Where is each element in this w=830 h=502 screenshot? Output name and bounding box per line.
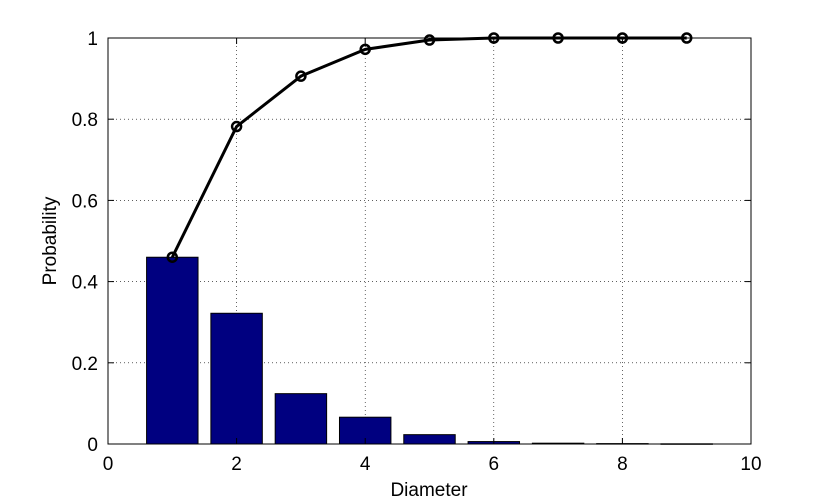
- y-tick-label: 0.6: [72, 191, 98, 212]
- y-axis-label: Probability: [40, 196, 61, 285]
- line-point-marker: [230, 120, 243, 133]
- y-tick-label: 1: [87, 29, 98, 50]
- x-tick-label: 10: [740, 454, 761, 475]
- bar: [146, 256, 199, 445]
- bar: [274, 393, 328, 445]
- y-tick-label: 0.8: [72, 110, 98, 131]
- line-point-marker: [166, 251, 179, 263]
- axis-ticks: 0 2 4 6 8 10 0 0.2 0.4 0.6 0.8 1: [72, 29, 762, 475]
- x-tick-label: 4: [360, 454, 371, 475]
- x-tick-label: 8: [617, 454, 628, 475]
- x-tick-label: 0: [103, 454, 114, 475]
- plot-frame: [107, 37, 752, 445]
- line-point-marker: [423, 34, 436, 46]
- line-point-marker: [359, 43, 371, 56]
- x-tick-label: 6: [489, 454, 500, 475]
- bar: [403, 434, 456, 445]
- y-tick-label: 0.2: [72, 354, 98, 375]
- line-point-marker: [295, 70, 307, 82]
- bar: [210, 312, 263, 445]
- y-tick-label: 0: [87, 435, 98, 456]
- x-axis-label: Diameter: [390, 480, 468, 501]
- x-tick-label: 2: [231, 454, 242, 475]
- y-tick-label: 0.4: [72, 273, 99, 294]
- plot-background: [108, 38, 751, 444]
